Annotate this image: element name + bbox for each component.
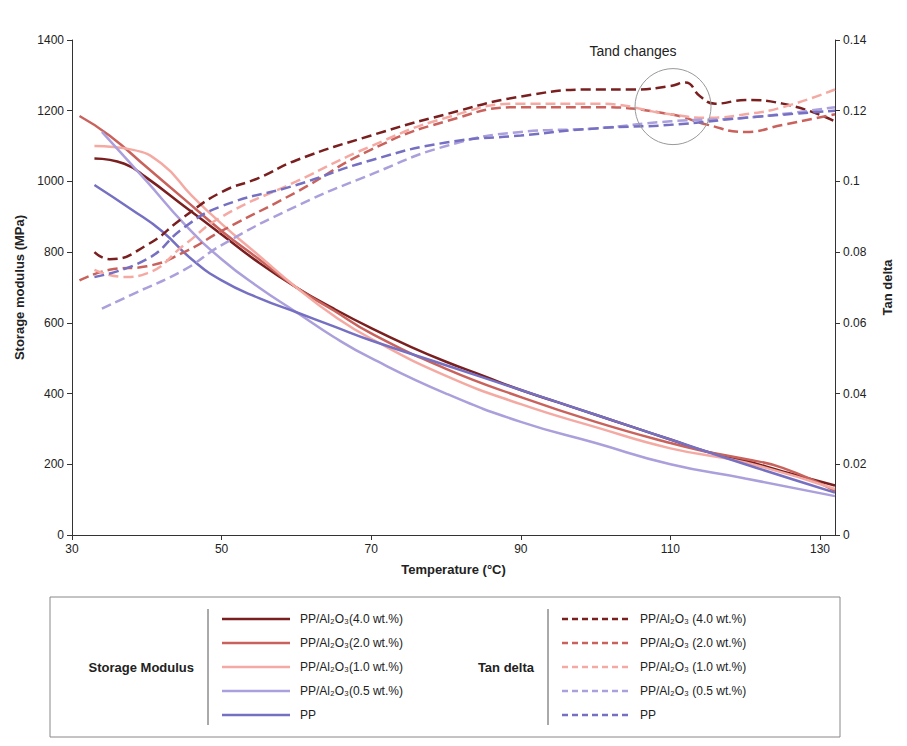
svg-text:0.1: 0.1	[843, 174, 860, 188]
svg-text:PP: PP	[300, 708, 316, 722]
svg-text:PP/Al₂O₃ (0.5 wt.%): PP/Al₂O₃ (0.5 wt.%)	[640, 684, 746, 698]
svg-text:200: 200	[44, 457, 64, 471]
svg-text:Tan delta: Tan delta	[880, 259, 895, 316]
svg-text:90: 90	[514, 542, 528, 556]
svg-text:PP/Al₂O₃ (4.0 wt.%): PP/Al₂O₃ (4.0 wt.%)	[640, 612, 746, 626]
svg-text:PP/Al₂O₃ (1.0 wt.%): PP/Al₂O₃ (1.0 wt.%)	[640, 660, 746, 674]
svg-text:0.14: 0.14	[843, 33, 867, 47]
svg-text:Temperature (°C): Temperature (°C)	[401, 562, 506, 577]
svg-text:0.08: 0.08	[843, 245, 867, 259]
svg-text:130: 130	[810, 542, 830, 556]
svg-text:PP/Al₂O₃(2.0 wt.%): PP/Al₂O₃(2.0 wt.%)	[300, 636, 403, 650]
svg-text:PP/Al₂O₃(4.0 wt.%): PP/Al₂O₃(4.0 wt.%)	[300, 612, 403, 626]
svg-text:Tan delta: Tan delta	[478, 660, 535, 675]
svg-text:PP/Al₂O₃(0.5 wt.%): PP/Al₂O₃(0.5 wt.%)	[300, 684, 403, 698]
svg-text:600: 600	[44, 316, 64, 330]
svg-text:0.12: 0.12	[843, 104, 867, 118]
svg-text:400: 400	[44, 387, 64, 401]
svg-text:0.04: 0.04	[843, 387, 867, 401]
svg-text:PP/Al₂O₃ (2.0 wt.%): PP/Al₂O₃ (2.0 wt.%)	[640, 636, 746, 650]
svg-text:0: 0	[57, 528, 64, 542]
svg-text:PP/Al₂O₃(1.0 wt.%): PP/Al₂O₃(1.0 wt.%)	[300, 660, 403, 674]
svg-text:Tand changes: Tand changes	[589, 43, 676, 59]
svg-text:1200: 1200	[37, 104, 64, 118]
svg-text:0.06: 0.06	[843, 316, 867, 330]
svg-text:PP: PP	[640, 708, 656, 722]
svg-text:110: 110	[661, 542, 680, 556]
svg-text:Storage modulus (MPa): Storage modulus (MPa)	[12, 215, 27, 360]
svg-text:1400: 1400	[37, 33, 64, 47]
svg-text:800: 800	[44, 245, 64, 259]
svg-text:50: 50	[215, 542, 229, 556]
svg-text:0.02: 0.02	[843, 457, 867, 471]
svg-text:70: 70	[365, 542, 379, 556]
svg-text:30: 30	[65, 542, 79, 556]
svg-text:1000: 1000	[37, 174, 64, 188]
svg-text:0: 0	[843, 528, 850, 542]
svg-text:Storage Modulus: Storage Modulus	[89, 660, 194, 675]
